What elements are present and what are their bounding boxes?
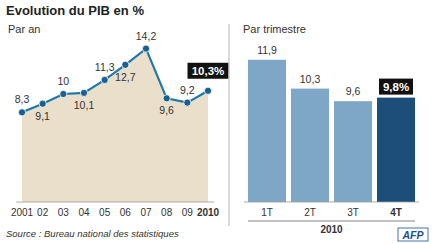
marker — [184, 99, 191, 106]
subtitle: Par trimestre — [243, 23, 306, 35]
marker — [18, 109, 25, 116]
axis-line — [244, 202, 419, 203]
data-label: 9,6 — [346, 85, 361, 97]
data-label: 10,3 — [300, 73, 321, 85]
bar — [291, 89, 329, 202]
tick-label: 2001 — [11, 207, 34, 218]
plot-area — [248, 60, 415, 202]
tick-label: 03 — [58, 207, 70, 218]
data-label: 10 — [57, 75, 69, 87]
data-label: 10,3% — [192, 65, 225, 77]
data-label: 12,7 — [115, 71, 136, 83]
tick-label: 04 — [78, 207, 90, 218]
logo-box — [398, 228, 428, 241]
tick-label: 08 — [161, 207, 173, 218]
label-box — [379, 79, 413, 95]
data-label: 11,3 — [95, 61, 115, 73]
tick-label: 1T — [261, 207, 273, 218]
xlabel-rule — [248, 221, 415, 222]
tick-label: 06 — [120, 207, 132, 218]
divider — [229, 24, 230, 226]
data-label: 9,8% — [383, 81, 409, 93]
data-label: 10,1 — [74, 99, 95, 111]
marker — [204, 87, 211, 94]
axis-label: 2010 — [320, 224, 343, 235]
marker — [122, 61, 129, 68]
marker — [163, 95, 170, 102]
data-label: 14,2 — [136, 30, 157, 42]
marker — [142, 45, 149, 52]
tick-label: 07 — [140, 207, 152, 218]
marker — [101, 76, 108, 83]
source: Source : Bureau national des statistique… — [6, 228, 179, 239]
line — [22, 49, 208, 113]
tick-label: 2T — [304, 207, 316, 218]
data-label: 9,6 — [159, 104, 174, 116]
data-label: 11,9 — [257, 44, 277, 56]
tick-label: 02 — [37, 207, 49, 218]
tick-label: 2010 — [197, 207, 220, 218]
logo: AFP — [402, 229, 425, 241]
label-box — [188, 63, 229, 79]
plot-area — [18, 45, 211, 202]
tick-label: 3T — [347, 207, 359, 218]
marker — [39, 100, 46, 107]
title: Evolution du PIB en % — [6, 3, 144, 18]
data-label: 9,2 — [180, 84, 195, 96]
tick-label: 09 — [182, 207, 194, 218]
marker — [80, 89, 87, 96]
bar — [377, 98, 415, 202]
subtitle: Par an — [8, 23, 40, 35]
chart: Evolution du PIB en % Par an 8,3 9,1 10 10,1 1… — [0, 0, 432, 243]
axis-line — [16, 202, 214, 203]
tick-label: 05 — [99, 207, 111, 218]
bar — [248, 60, 286, 202]
data-label: 8,3 — [15, 93, 30, 105]
area — [22, 49, 208, 202]
tick-label: 4T — [390, 207, 402, 218]
marker — [60, 90, 67, 97]
bar — [334, 101, 372, 202]
data-label: 9,1 — [35, 110, 50, 122]
